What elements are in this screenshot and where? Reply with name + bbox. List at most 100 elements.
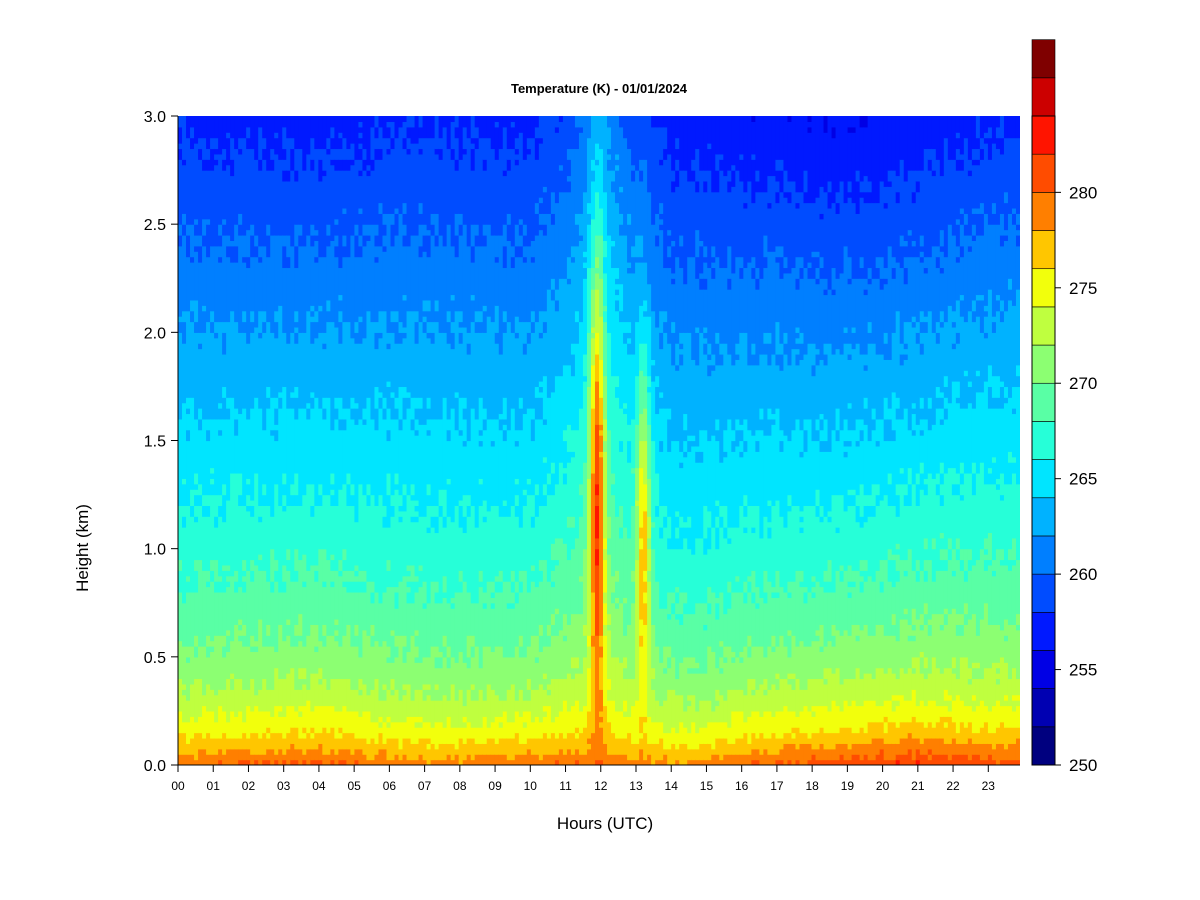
heat-cell bbox=[979, 618, 985, 680]
heat-cell bbox=[558, 164, 564, 171]
heat-cell bbox=[518, 429, 524, 528]
heat-cell bbox=[298, 748, 303, 765]
heat-cell bbox=[446, 224, 452, 312]
heat-cell bbox=[550, 299, 556, 393]
heat-cell bbox=[975, 662, 981, 669]
heat-cell bbox=[667, 656, 672, 669]
heat-cell bbox=[510, 332, 516, 409]
heat-cell bbox=[370, 689, 376, 723]
heat-cell bbox=[911, 202, 917, 241]
heat-cell bbox=[330, 148, 335, 160]
heat-cell bbox=[783, 191, 789, 198]
heat-cell bbox=[887, 505, 893, 550]
heat-cell bbox=[707, 759, 712, 765]
heat-cell bbox=[434, 153, 440, 214]
heat-cell bbox=[975, 391, 981, 474]
heat-cell bbox=[266, 408, 271, 506]
heat-cell bbox=[286, 673, 291, 707]
heat-cell bbox=[983, 381, 989, 485]
heat-cell bbox=[915, 705, 921, 723]
heat-cell bbox=[819, 624, 825, 647]
heat-cell bbox=[366, 710, 372, 744]
heat-cell bbox=[542, 456, 548, 463]
heat-cell bbox=[474, 754, 480, 765]
heat-cell bbox=[843, 116, 849, 204]
heat-cell bbox=[603, 548, 608, 561]
heat-cell bbox=[194, 489, 199, 496]
heat-cell bbox=[863, 294, 869, 355]
heat-cell bbox=[695, 148, 700, 182]
heat-cell bbox=[751, 256, 756, 269]
heat-cell bbox=[999, 153, 1005, 214]
heat-cell bbox=[474, 700, 480, 728]
heat-cell bbox=[735, 575, 740, 582]
heat-cell bbox=[811, 640, 817, 680]
heat-cell bbox=[923, 570, 929, 582]
heat-cell bbox=[334, 408, 339, 420]
heat-cell bbox=[883, 207, 889, 269]
heat-cell bbox=[887, 548, 893, 561]
heat-cell bbox=[939, 229, 945, 247]
heat-cell bbox=[855, 705, 861, 734]
heat-cell bbox=[514, 429, 520, 442]
heat-cell bbox=[518, 743, 524, 755]
heat-cell bbox=[290, 391, 295, 398]
heat-cell bbox=[743, 440, 748, 452]
heat-cell bbox=[538, 397, 544, 420]
heat-cell bbox=[795, 332, 801, 339]
heat-cell bbox=[430, 321, 436, 333]
heat-cell bbox=[795, 716, 801, 728]
heat-cell bbox=[318, 759, 323, 765]
heat-cell bbox=[214, 754, 219, 765]
heat-cell bbox=[514, 478, 520, 485]
heat-cell bbox=[815, 283, 821, 350]
heat-cell bbox=[995, 224, 1001, 296]
heat-cell bbox=[298, 234, 303, 247]
heat-cell bbox=[871, 343, 877, 409]
x-tick-label: 17 bbox=[770, 779, 784, 793]
heat-cell bbox=[358, 159, 364, 171]
heat-cell bbox=[819, 429, 825, 442]
heat-cell bbox=[911, 402, 917, 409]
heat-cell bbox=[334, 256, 339, 328]
heat-cell bbox=[546, 397, 552, 474]
heat-cell bbox=[182, 234, 187, 312]
heat-cell bbox=[751, 678, 756, 690]
heat-cell bbox=[218, 737, 223, 750]
heat-cell bbox=[418, 662, 424, 690]
heat-cell bbox=[470, 602, 476, 636]
heat-cell bbox=[995, 310, 1001, 377]
heat-cell bbox=[358, 245, 364, 258]
heat-cell bbox=[302, 759, 307, 765]
heat-cell bbox=[246, 494, 251, 506]
heat-cell bbox=[851, 624, 857, 680]
heat-cell bbox=[506, 759, 512, 765]
heat-cell bbox=[578, 754, 584, 765]
heat-cell bbox=[875, 483, 881, 496]
heat-cell bbox=[843, 418, 849, 442]
heat-cell bbox=[566, 559, 572, 625]
heat-cell bbox=[306, 418, 311, 485]
heat-cell bbox=[350, 483, 356, 496]
heat-cell bbox=[302, 586, 307, 647]
heat-cell bbox=[995, 375, 1001, 398]
heat-cell bbox=[402, 646, 408, 663]
heat-cell bbox=[242, 575, 247, 582]
heat-cell bbox=[246, 126, 251, 139]
heat-cell bbox=[811, 754, 817, 765]
heat-cell bbox=[867, 505, 873, 517]
heat-cell bbox=[330, 678, 335, 707]
heat-cell bbox=[526, 116, 532, 139]
heat-cell bbox=[434, 581, 440, 593]
heat-cell bbox=[438, 516, 444, 604]
heat-cell bbox=[915, 505, 921, 561]
heat-cell bbox=[599, 397, 604, 425]
heat-cell bbox=[238, 153, 243, 214]
y-axis: 0.00.51.01.52.02.53.0 bbox=[144, 109, 178, 775]
heat-cell bbox=[919, 472, 925, 490]
heat-cell bbox=[967, 386, 973, 404]
heat-cell bbox=[823, 278, 829, 290]
colorbar-tick-label: 255 bbox=[1069, 661, 1097, 680]
heat-cell bbox=[971, 159, 977, 166]
heat-cell bbox=[691, 440, 696, 447]
